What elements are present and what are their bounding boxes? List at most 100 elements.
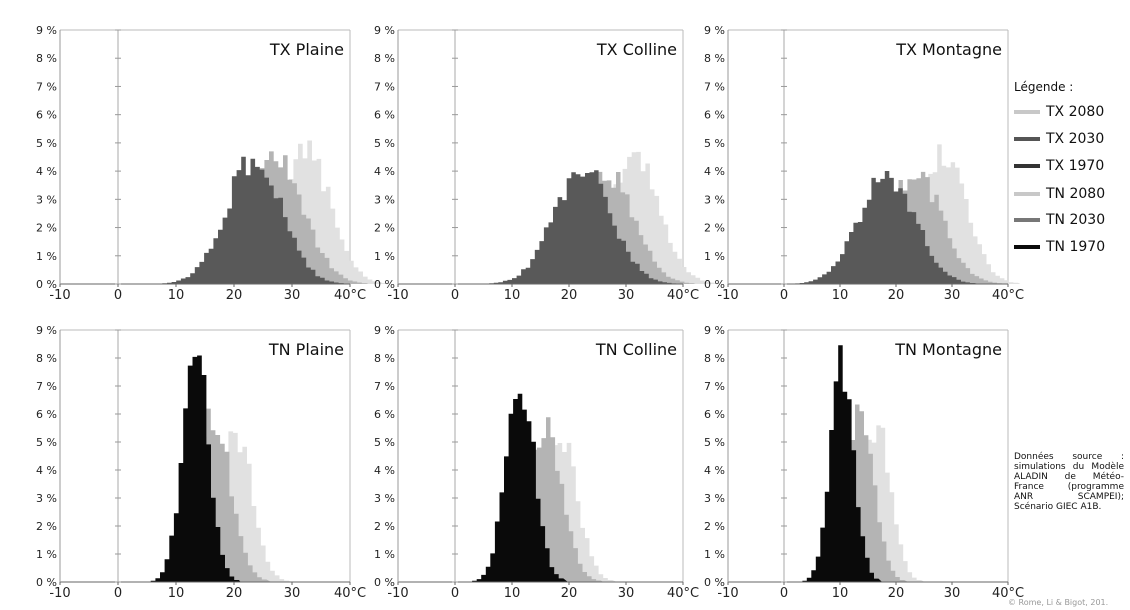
y-tick-label: 6 % <box>704 109 725 122</box>
y-tick-label: 6 % <box>374 109 395 122</box>
x-tick-label: 20 <box>888 288 905 303</box>
x-tick-label: 40°C <box>992 586 1024 601</box>
legend-swatch <box>1014 110 1040 114</box>
chart-panel: 0 % 1 % 2 % 3 % 4 % 5 % 6 % 7 % 8 % 9 % -10 0 10 20 30… <box>36 24 388 303</box>
x-tick-label: 10 <box>168 288 185 303</box>
y-tick-label: 0 % <box>374 576 395 589</box>
y-tick-label: 1 % <box>374 250 395 263</box>
legend-swatch <box>1014 218 1040 222</box>
x-tick-label: 30 <box>944 586 961 601</box>
x-tick-label: 30 <box>284 288 301 303</box>
y-tick-label: 5 % <box>36 436 57 449</box>
chart-panel: 0 % 1 % 2 % 3 % 4 % 5 % 6 % 7 % 8 % 9 % -10 0 10 20 30… <box>374 24 719 303</box>
y-tick-label: 8 % <box>704 352 725 365</box>
histogram-series <box>795 171 979 284</box>
chart-panel: 0 % 1 % 2 % 3 % 4 % 5 % 6 % 7 % 8 % 9 % -10 0 10 20 30… <box>374 324 699 601</box>
y-tick-label: 4 % <box>374 464 395 477</box>
x-tick-label: 40°C <box>992 288 1024 303</box>
x-tick-label: 30 <box>284 586 301 601</box>
x-tick-label: 10 <box>168 586 185 601</box>
histogram-series <box>489 170 677 284</box>
y-tick-label: 0 % <box>374 278 395 291</box>
y-tick-label: 3 % <box>374 193 395 206</box>
y-tick-label: 7 % <box>36 80 57 93</box>
y-tick-label: 8 % <box>36 52 57 65</box>
x-tick-label: 0 <box>780 288 788 303</box>
chart-title: TX Montagne <box>895 40 1002 59</box>
y-tick-label: 1 % <box>704 250 725 263</box>
x-tick-label: 10 <box>504 288 521 303</box>
y-tick-label: 1 % <box>704 548 725 561</box>
y-tick-label: 7 % <box>36 380 57 393</box>
y-tick-label: 2 % <box>36 222 57 235</box>
x-tick-label: -10 <box>49 288 70 303</box>
histogram-series <box>482 417 604 582</box>
y-tick-label: 9 % <box>36 324 57 337</box>
y-tick-label: 7 % <box>374 80 395 93</box>
y-tick-label: 6 % <box>704 408 725 421</box>
legend-title: Légende : <box>1014 80 1074 94</box>
histogram-series <box>223 140 388 284</box>
x-tick-label: 10 <box>832 586 849 601</box>
histogram-series <box>810 404 908 582</box>
legend-label: TX 1970 <box>1046 158 1105 174</box>
x-tick-label: 20 <box>226 288 243 303</box>
y-tick-label: 2 % <box>704 520 725 533</box>
legend-swatch <box>1014 164 1040 168</box>
y-tick-label: 2 % <box>704 222 725 235</box>
source-note: Données source : simulations du Modèle A… <box>1014 452 1124 512</box>
x-tick-label: 20 <box>888 586 905 601</box>
legend-swatch <box>1014 192 1040 196</box>
x-tick-label: -10 <box>49 586 70 601</box>
x-tick-label: 0 <box>114 586 122 601</box>
legend-item: TX 1970 <box>1014 158 1104 174</box>
legend-item: TN 1970 <box>1014 239 1105 255</box>
copyright-text: © Rome, Li & Bigot, 201. <box>1008 598 1109 607</box>
chart-title: TX Plaine <box>269 40 344 59</box>
x-tick-label: 0 <box>451 288 459 303</box>
y-tick-label: 5 % <box>704 436 725 449</box>
chart-title: TN Plaine <box>268 340 344 359</box>
legend-swatch <box>1014 137 1040 141</box>
y-tick-label: 4 % <box>704 165 725 178</box>
y-tick-label: 7 % <box>704 380 725 393</box>
legend-item: TN 2030 <box>1014 212 1105 228</box>
y-tick-label: 9 % <box>704 24 725 37</box>
legend-item: TN 2080 <box>1014 186 1105 202</box>
y-tick-label: 0 % <box>36 278 57 291</box>
y-tick-label: 9 % <box>374 324 395 337</box>
y-tick-label: 0 % <box>704 576 725 589</box>
x-tick-label: 0 <box>780 586 788 601</box>
x-tick-label: 40°C <box>667 288 699 303</box>
x-tick-label: 20 <box>561 288 578 303</box>
chart-title: TN Montagne <box>894 340 1002 359</box>
y-tick-label: 0 % <box>704 278 725 291</box>
x-tick-label: 10 <box>504 586 521 601</box>
y-tick-label: 1 % <box>374 548 395 561</box>
y-tick-label: 6 % <box>36 109 57 122</box>
histogram-series <box>182 431 291 582</box>
x-tick-label: 0 <box>451 586 459 601</box>
legend-label: TN 2030 <box>1046 212 1106 228</box>
y-tick-label: 5 % <box>704 137 725 150</box>
y-tick-label: 6 % <box>374 408 395 421</box>
chart-panel: 0 % 1 % 2 % 3 % 4 % 5 % 6 % 7 % 8 % 9 % -10 0 10 20 30… <box>36 324 366 601</box>
legend-label: TX 2030 <box>1046 131 1105 147</box>
y-tick-label: 5 % <box>374 137 395 150</box>
legend-item: TX 2030 <box>1014 131 1104 147</box>
y-tick-label: 9 % <box>36 24 57 37</box>
x-tick-label: 40°C <box>667 586 699 601</box>
x-tick-label: 30 <box>944 288 961 303</box>
histogram-series <box>472 393 568 582</box>
x-tick-label: 40°C <box>334 586 366 601</box>
y-tick-label: 8 % <box>374 52 395 65</box>
y-tick-label: 7 % <box>374 380 395 393</box>
y-tick-label: 3 % <box>704 492 725 505</box>
y-tick-label: 4 % <box>36 165 57 178</box>
x-tick-label: 10 <box>832 288 849 303</box>
y-tick-label: 6 % <box>36 408 57 421</box>
y-tick-label: 5 % <box>36 137 57 150</box>
y-tick-label: 1 % <box>36 548 57 561</box>
x-tick-label: 30 <box>618 288 635 303</box>
